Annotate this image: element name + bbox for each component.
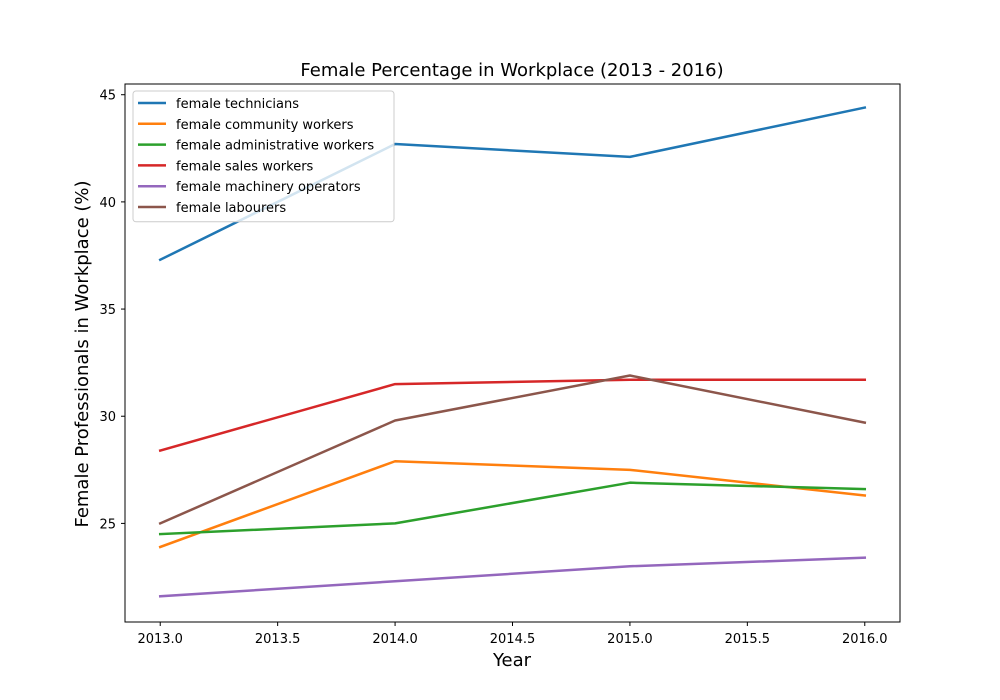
series-line-2 <box>158 481 867 536</box>
series-line-1 <box>158 459 867 549</box>
y-axis-label: Female Professionals in Workplace (%) <box>72 180 93 527</box>
x-tick-label: 2013.0 <box>137 632 183 647</box>
legend-label: female community workers <box>176 118 354 133</box>
series-line-4 <box>158 556 867 598</box>
plot-frame <box>124 83 901 623</box>
y-tick-label: 45 <box>99 89 116 104</box>
legend-label: female machinery operators <box>176 180 361 195</box>
x-axis-label: Year <box>492 650 532 671</box>
plot-area: 2013.0 2013.5 2014.0 2014.5 2015.0 2015.5 2016… <box>99 83 901 647</box>
x-tick-label: 2013.5 <box>255 632 301 647</box>
legend-label: female sales workers <box>176 159 314 174</box>
legend-label: female technicians <box>176 97 299 112</box>
legend-label: female administrative workers <box>176 139 374 154</box>
legend: female technicians female community worke… <box>132 90 395 223</box>
x-tick-label: 2015.5 <box>725 632 771 647</box>
y-axis: 25 30 35 40 45 <box>99 89 125 532</box>
series-line-5 <box>158 374 867 526</box>
legend-box <box>132 90 395 223</box>
legend-label: female labourers <box>176 201 286 216</box>
y-tick-label: 40 <box>99 196 116 211</box>
x-tick-label: 2015.0 <box>607 632 653 647</box>
y-tick-label: 30 <box>99 410 116 425</box>
y-tick-label: 35 <box>99 303 116 318</box>
y-tick-label: 25 <box>99 517 116 532</box>
x-tick-label: 2014.0 <box>372 632 418 647</box>
x-tick-label: 2014.5 <box>490 632 536 647</box>
chart-title: Female Percentage in Workplace (2013 - 2… <box>300 60 723 81</box>
x-axis: 2013.0 2013.5 2014.0 2014.5 2015.0 2015.5 2016… <box>137 622 888 647</box>
x-tick-label: 2016.0 <box>842 632 888 647</box>
series-line-3 <box>158 378 867 453</box>
